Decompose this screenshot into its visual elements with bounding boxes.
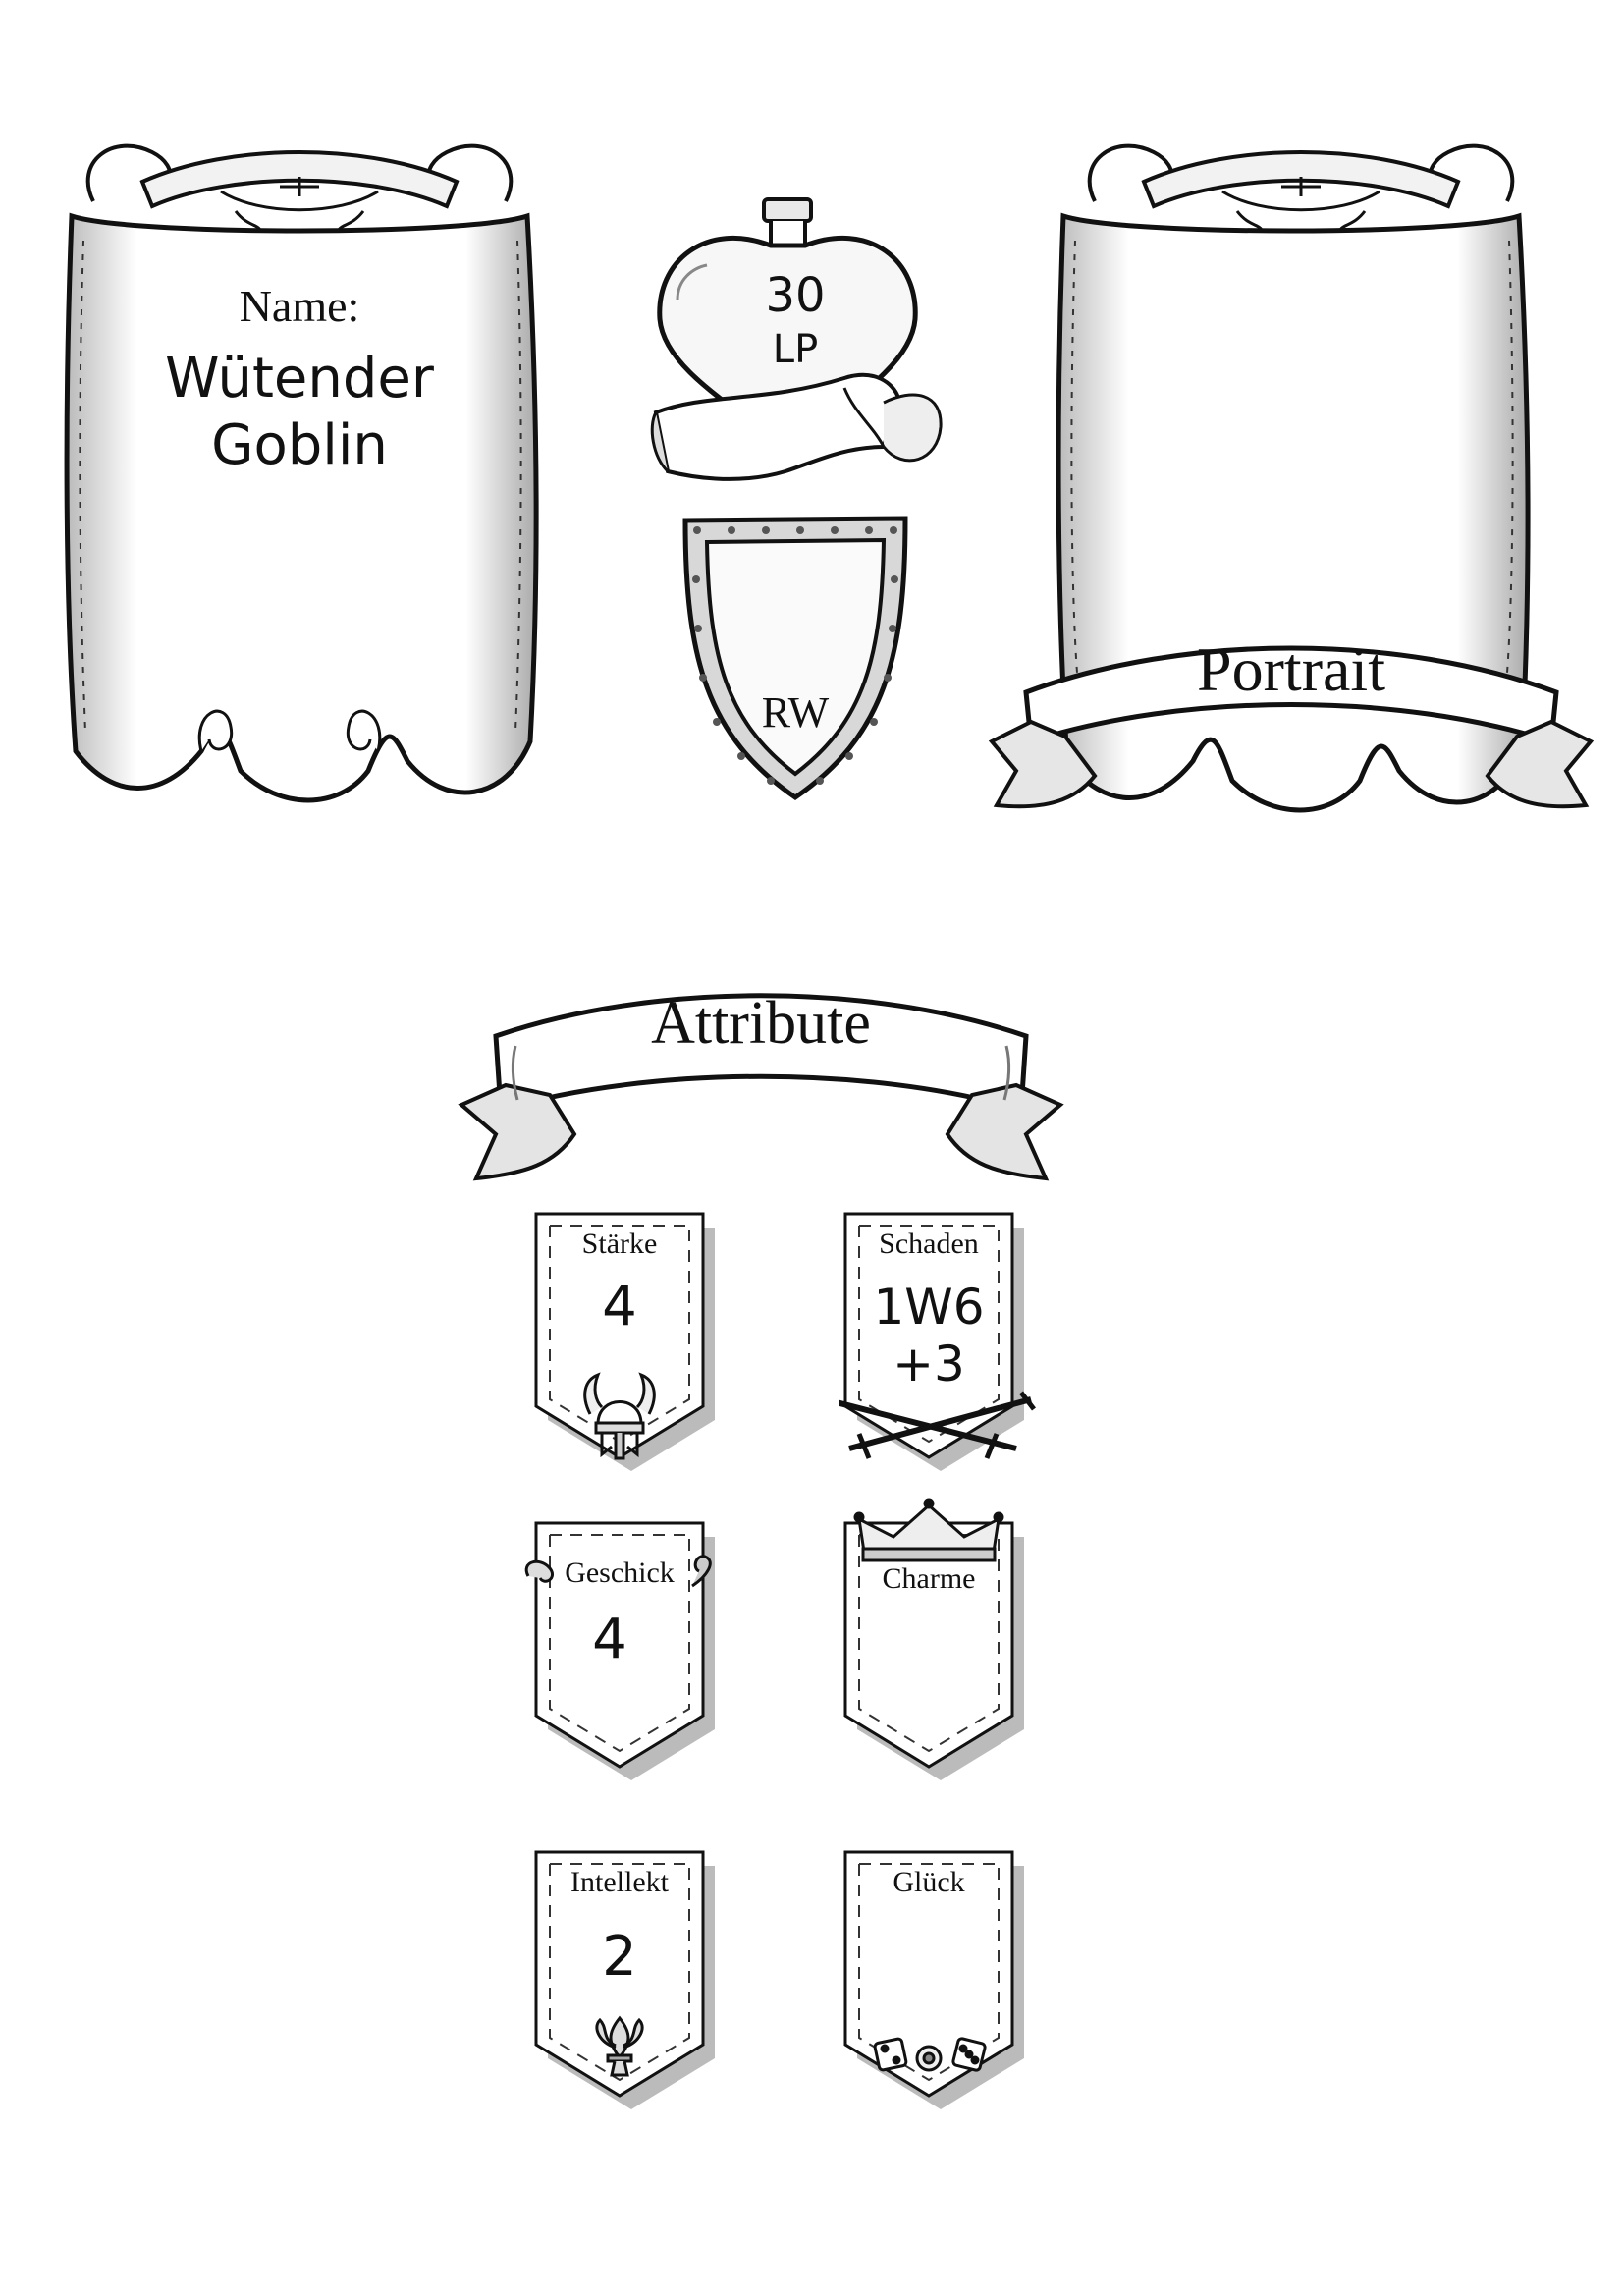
attribute-value-line2: +3: [893, 1336, 965, 1393]
portrait-scroll: Portrait: [987, 123, 1596, 840]
lp-unit: LP: [772, 327, 819, 372]
potion-icon: [650, 197, 943, 481]
attribute-title: Attribute: [651, 990, 871, 1057]
portrait-frame-icon: [988, 143, 1595, 813]
card-frame-icon: [843, 1850, 1024, 2109]
card-frame-icon: [839, 1212, 1036, 1471]
attribute-value: 4: [592, 1608, 627, 1671]
name-value-line1: Wütender: [165, 347, 434, 410]
dice-icon: [873, 2037, 987, 2072]
fleur-de-lis-icon: [595, 2015, 644, 2077]
attribute-card-schaden[interactable]: Schaden 1W6 +3: [839, 1208, 1046, 1473]
attribute-value-line1: 1W6: [873, 1279, 985, 1336]
attribute-card-intellekt[interactable]: Intellekt 2: [530, 1846, 727, 2111]
attribute-value: 4: [602, 1275, 637, 1339]
portrait-label: Portrait: [1197, 634, 1385, 704]
card-frame-icon: [534, 1850, 715, 2109]
attribute-card-geschick[interactable]: Geschick 4: [520, 1517, 727, 1782]
rw-label: RW: [761, 688, 830, 737]
attribute-value: 2: [602, 1925, 637, 1989]
attribute-label: Stärke: [581, 1228, 658, 1260]
lp-value: 30: [765, 268, 826, 323]
attribute-label: Schaden: [879, 1228, 979, 1260]
attribute-label: Glück: [893, 1866, 965, 1898]
attribute-label: Geschick: [565, 1557, 675, 1589]
card-frame-icon: [843, 1498, 1024, 1780]
attribute-banner: Attribute: [457, 977, 1065, 1193]
attribute-label: Charme: [882, 1562, 976, 1595]
attribute-card-glueck[interactable]: Glück: [839, 1846, 1036, 2111]
life-points-potion: 30 LP: [648, 191, 943, 491]
attribute-label: Intellekt: [570, 1866, 669, 1898]
name-scroll: Name: Wütender Goblin: [54, 123, 545, 810]
banner-icon: [458, 993, 1064, 1181]
card-frame-icon: [534, 1212, 715, 1471]
crown-icon: [853, 1498, 1004, 1562]
scroll-frame-icon: [64, 143, 539, 803]
vine-ornament-icon: [524, 1555, 712, 1588]
armor-shield: RW: [677, 511, 913, 805]
shield-icon: [682, 516, 908, 801]
attribute-card-staerke[interactable]: Stärke 4: [530, 1208, 717, 1473]
attribute-card-charme[interactable]: Charme: [839, 1498, 1036, 1782]
card-frame-icon: [524, 1521, 715, 1780]
name-label: Name:: [239, 281, 360, 331]
name-value-line2: Goblin: [211, 413, 388, 477]
crossed-swords-icon: [839, 1391, 1036, 1459]
